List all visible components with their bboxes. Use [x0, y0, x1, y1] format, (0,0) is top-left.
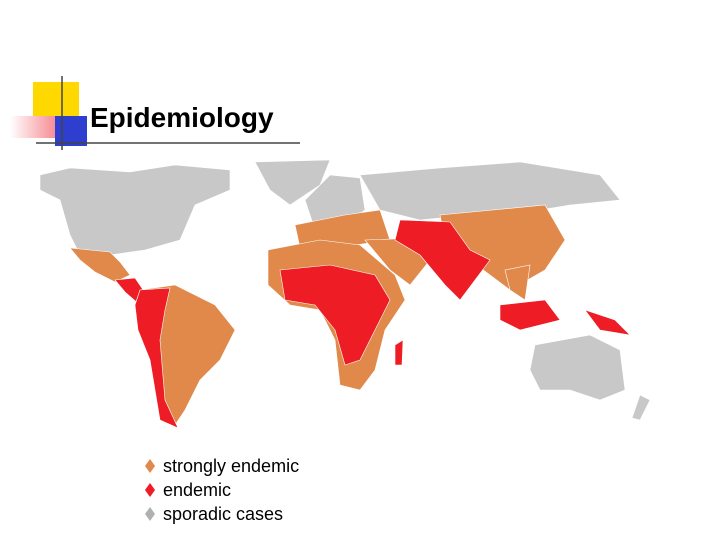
legend-item: sporadic cases — [145, 502, 299, 526]
legend-label: sporadic cases — [163, 504, 284, 524]
legend-item: endemic — [145, 478, 299, 502]
legend-item: strongly endemic — [145, 454, 299, 478]
bullet — [145, 507, 155, 521]
yellow-square — [33, 82, 79, 122]
legend-label: strongly endemic — [163, 456, 300, 476]
blue-square — [55, 116, 87, 146]
legend-label: endemic — [163, 480, 232, 500]
bullet — [145, 459, 155, 473]
legend: strongly endemic endemic sporadic cases — [145, 454, 299, 526]
slide-title: Epidemiology — [90, 102, 274, 133]
bullet — [145, 483, 155, 497]
world-map — [39, 159, 651, 429]
